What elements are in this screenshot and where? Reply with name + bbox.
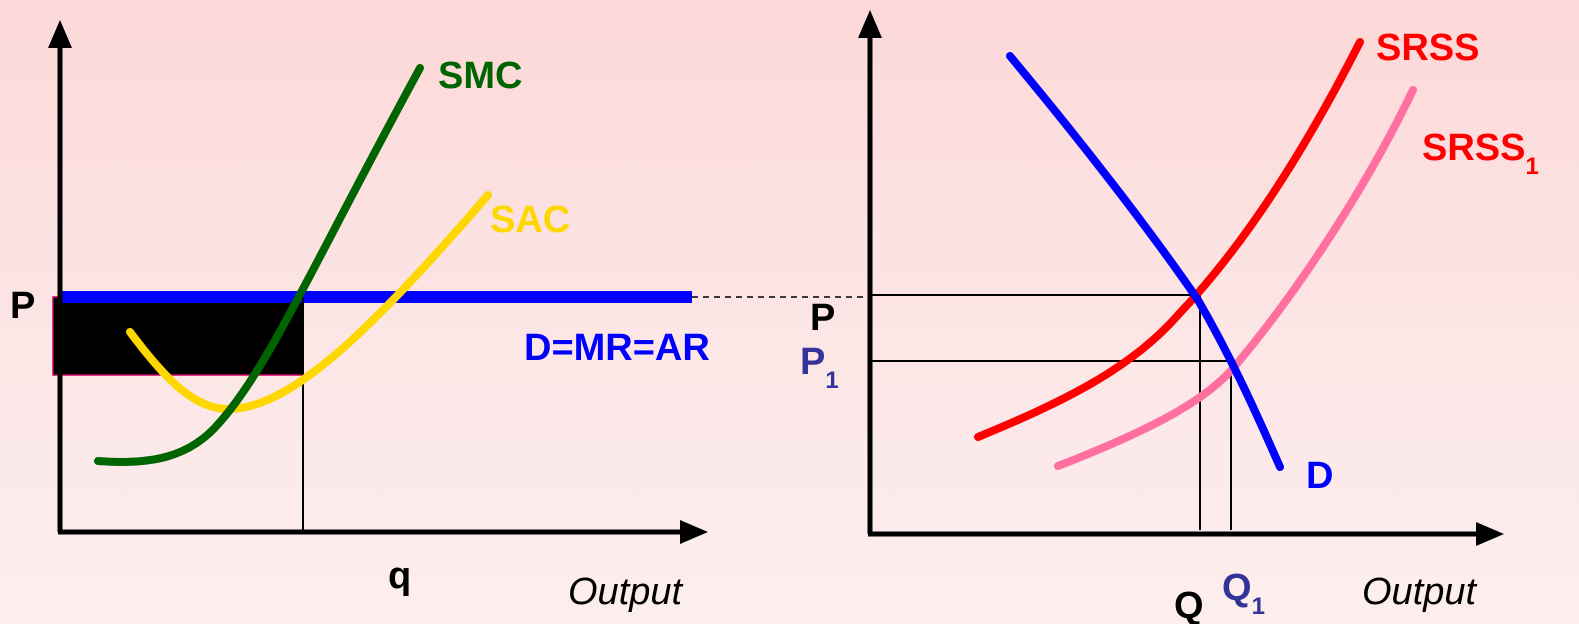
market-price-label: P xyxy=(810,297,835,339)
srss1-label: SRSS1 xyxy=(1422,127,1539,180)
market-new-quantity-label: Q1 xyxy=(1222,567,1265,620)
smc-curve xyxy=(94,64,424,466)
firm-demand-label: D=MR=AR xyxy=(524,327,710,369)
firm-y-axis-arrow xyxy=(48,20,72,48)
market-new-price-label: P1 xyxy=(800,341,839,394)
sac-curve xyxy=(126,191,492,413)
srss-label: SRSS xyxy=(1376,27,1479,69)
market-x-axis-title: Output xyxy=(1362,571,1478,613)
market-panel: SRSS SRSS1 D P P1 Q Q1 Output xyxy=(800,10,1539,624)
sac-label: SAC xyxy=(490,199,570,241)
firm-x-axis-arrow xyxy=(680,520,708,544)
firm-quantity-label: q xyxy=(388,555,411,597)
srss1-curve xyxy=(1054,86,1417,470)
smc-label: SMC xyxy=(438,55,522,97)
market-demand-label: D xyxy=(1306,455,1333,497)
market-x-axis-arrow xyxy=(1476,522,1504,546)
market-quantity-label: Q xyxy=(1174,585,1204,624)
srss-curve xyxy=(974,38,1364,441)
firm-panel: SMC SAC D=MR=AR P q Output xyxy=(10,20,870,613)
market-y-axis-arrow xyxy=(858,10,882,38)
market-demand-curve xyxy=(1006,52,1284,471)
firm-x-axis-title: Output xyxy=(568,571,684,613)
firm-price-label: P xyxy=(10,285,35,327)
